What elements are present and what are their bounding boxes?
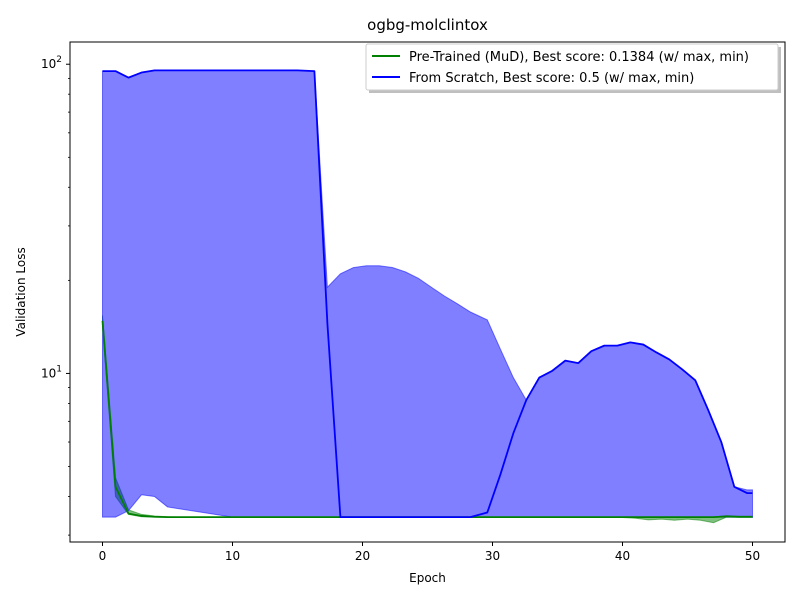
series-fills xyxy=(102,69,753,524)
x-tick-label: 50 xyxy=(745,549,760,563)
x-tick-label: 20 xyxy=(355,549,370,563)
series-lines xyxy=(101,69,753,519)
axes-frame xyxy=(69,41,786,543)
y-axis-label: Validation Loss xyxy=(14,247,28,336)
chart-title: ogbg-molclintox xyxy=(367,16,488,34)
legend-label-scratch: From Scratch, Best score: 0.5 (w/ max, m… xyxy=(409,71,694,86)
y-tick-label: 102 xyxy=(41,55,62,71)
x-tick-label: 40 xyxy=(615,549,630,563)
legend: Pre-Trained (MuD), Best score: 0.1384 (w… xyxy=(365,43,781,93)
x-axis-label: Epoch xyxy=(409,571,446,585)
x-tick-label: 30 xyxy=(485,549,500,563)
x-axis-ticks: 0 10 20 30 40 50 xyxy=(99,542,760,563)
y-axis-ticks: 101 102 xyxy=(41,55,70,536)
y-tick-label: 101 xyxy=(41,364,62,380)
line-pretrained xyxy=(101,320,753,519)
band-scratch xyxy=(102,69,753,518)
x-tick-label: 0 xyxy=(99,549,107,563)
line-scratch xyxy=(102,69,753,519)
x-tick-label: 10 xyxy=(225,549,240,563)
legend-label-pretrained: Pre-Trained (MuD), Best score: 0.1384 (w… xyxy=(409,50,749,65)
